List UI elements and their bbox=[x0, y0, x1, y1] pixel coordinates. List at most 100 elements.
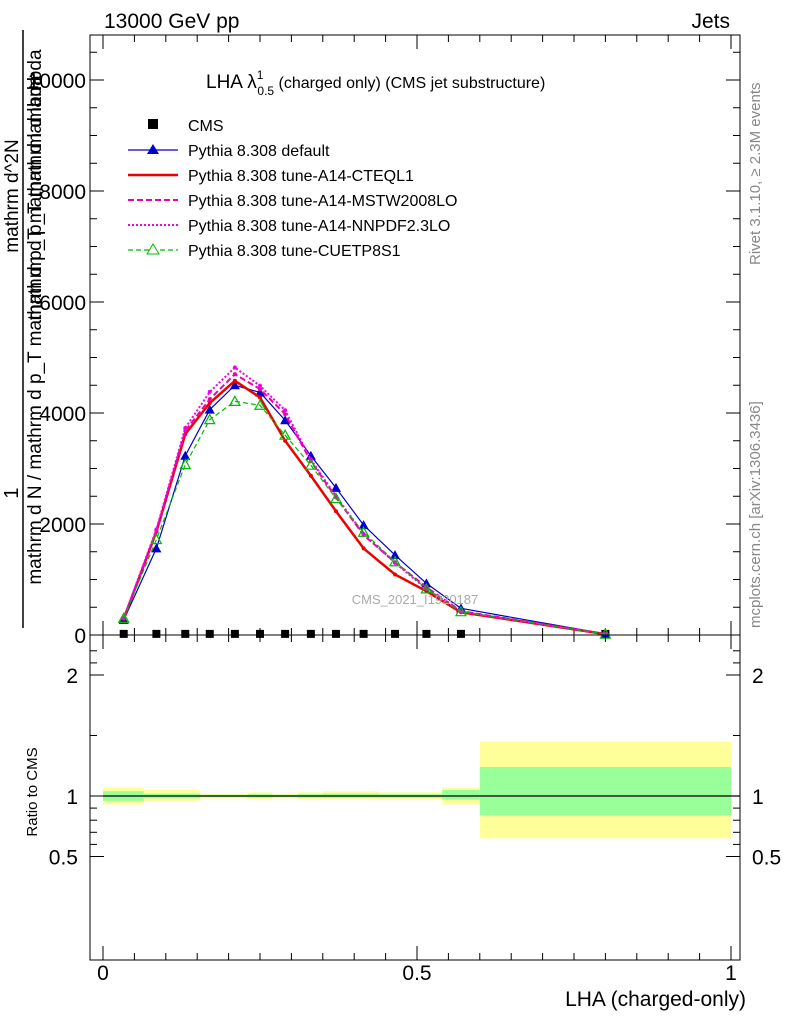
point-nnpdf bbox=[207, 389, 212, 394]
ratio-y-tick-label: 2 bbox=[66, 665, 78, 688]
point-cuetp8s1 bbox=[279, 428, 292, 440]
plot-title-sup: 1 bbox=[257, 68, 264, 82]
point-cuetp8s1 bbox=[304, 458, 317, 470]
y-axis-label: 1 mathrm d N / mathrm d p_T mathrm d p_T… bbox=[1, 30, 46, 628]
point-cuetp8s1 bbox=[357, 526, 370, 537]
point-nnpdf bbox=[154, 527, 159, 532]
ratio-y-tick-label: 1 bbox=[66, 786, 78, 809]
cms-data-point bbox=[181, 629, 190, 638]
point-mstw bbox=[232, 372, 237, 377]
point-mstw bbox=[258, 387, 262, 392]
point-nnpdf bbox=[183, 425, 188, 430]
cms-data-point bbox=[456, 629, 465, 638]
legend-marker-cuetp8s1 bbox=[146, 243, 160, 255]
main-axes: 0 2000 4000 6000 8000 10000 bbox=[28, 35, 740, 648]
legend-label-default: Pythia 8.308 default bbox=[188, 143, 330, 160]
point-cuetp8s1 bbox=[117, 612, 130, 623]
point-default bbox=[305, 450, 316, 460]
point-nnpdf bbox=[283, 408, 288, 413]
point-default bbox=[390, 550, 401, 560]
watermark: CMS_2021_I1920187 bbox=[352, 592, 479, 607]
point-default bbox=[280, 415, 291, 425]
mcplots-label: mcplots.cern.ch [arXiv:1306.3436] bbox=[747, 401, 764, 628]
point-cteql1 bbox=[308, 473, 313, 478]
point-default bbox=[204, 404, 215, 414]
point-default bbox=[229, 380, 240, 390]
y-tick-label: 10000 bbox=[28, 70, 86, 93]
x-tick-label: 1 bbox=[725, 962, 737, 985]
cms-data-point bbox=[422, 629, 431, 638]
point-mstw bbox=[207, 397, 212, 402]
point-default bbox=[180, 450, 191, 460]
category-label: Jets bbox=[691, 10, 730, 33]
y-tick-label: 8000 bbox=[39, 181, 86, 204]
point-cuetp8s1 bbox=[389, 555, 402, 567]
cms-data-point bbox=[205, 629, 214, 638]
y-axis-label-line-4: mathrm d p_T mathrm d lambda bbox=[25, 49, 46, 320]
point-nnpdf bbox=[361, 531, 366, 536]
point-default bbox=[151, 543, 162, 553]
y-tick-label: 0 bbox=[74, 625, 86, 648]
point-cteql1 bbox=[333, 509, 338, 514]
ratio-y-tick-label-right: 2 bbox=[752, 665, 764, 688]
point-cuetp8s1 bbox=[253, 398, 267, 410]
ratio-y-axis-label: Ratio to CMS bbox=[24, 747, 41, 836]
point-default bbox=[330, 482, 341, 492]
point-cuetp8s1 bbox=[329, 492, 343, 504]
legend: CMS Pythia 8.308 default Pythia 8.308 tune… bbox=[128, 118, 457, 260]
point-cuetp8s1 bbox=[203, 413, 216, 425]
y-tick-label: 2000 bbox=[39, 514, 86, 537]
point-cuetp8s1 bbox=[228, 395, 241, 406]
cms-data-point bbox=[152, 629, 161, 638]
cms-data-point bbox=[331, 629, 340, 638]
cms-data-point bbox=[119, 629, 128, 638]
ratio-band-inner bbox=[479, 766, 731, 816]
legend-label-mstw: Pythia 8.308 tune-A14-MSTW2008LO bbox=[188, 193, 457, 210]
point-cteql1 bbox=[361, 546, 366, 551]
plot-title: LHA λ1 0.5 (charged only) (CMS jet substr… bbox=[206, 68, 545, 98]
y-axis-label-line-1: 1 bbox=[1, 487, 23, 498]
rivet-label: Rivet 3.1.10, ≥ 2.3M events bbox=[747, 83, 764, 266]
legend-marker-cms bbox=[148, 119, 158, 129]
cms-data-point bbox=[306, 629, 315, 638]
ratio-y-tick-label-right: 1 bbox=[752, 786, 764, 809]
y-tick-label: 6000 bbox=[39, 292, 86, 315]
point-mstw bbox=[283, 412, 288, 417]
ratio-axes: 0.5 0.5 1 1 2 2 0 0.5 1 bbox=[49, 635, 781, 985]
point-cteql1 bbox=[393, 572, 398, 577]
legend-label-cuetp8s1: Pythia 8.308 tune-CUETP8S1 bbox=[188, 243, 401, 260]
main-series bbox=[117, 365, 612, 639]
point-cuetp8s1 bbox=[454, 605, 467, 617]
point-cuetp8s1 bbox=[420, 582, 433, 594]
x-tick-label: 0 bbox=[97, 962, 109, 985]
point-cuetp8s1 bbox=[150, 533, 163, 545]
plot-title-rest: (charged only) (CMS jet substructure) bbox=[274, 75, 545, 92]
ratio-panel bbox=[103, 741, 740, 839]
x-tick-label: 0.5 bbox=[402, 962, 431, 985]
plot-title-main: LHA λ bbox=[206, 72, 257, 93]
point-default bbox=[358, 520, 369, 530]
cms-data-point bbox=[230, 629, 239, 638]
series-line-cteql1 bbox=[122, 379, 606, 636]
legend-label-nnpdf: Pythia 8.308 tune-A14-NNPDF2.3LO bbox=[188, 218, 450, 235]
y-axis-label-line-2: mathrm d N / mathrm d p_T mathrm d p_T m… bbox=[25, 75, 46, 585]
x-axis-label: LHA (charged-only) bbox=[565, 988, 746, 1011]
y-tick-label: 4000 bbox=[39, 403, 86, 426]
y-axis-label-line-3: mathrm d^2N bbox=[2, 139, 23, 252]
cms-data-point bbox=[359, 629, 368, 638]
ratio-y-tick-label-right: 0.5 bbox=[752, 847, 781, 870]
point-nnpdf bbox=[232, 365, 237, 370]
point-cteql1 bbox=[232, 378, 237, 383]
point-cuetp8s1 bbox=[179, 458, 192, 470]
cms-data-point bbox=[256, 629, 264, 638]
point-cteql1 bbox=[258, 395, 262, 400]
ratio-y-tick-label: 0.5 bbox=[49, 847, 78, 870]
series-line-mstw bbox=[122, 372, 606, 636]
legend-label-cms: CMS bbox=[188, 118, 224, 135]
energy-label: 13000 GeV pp bbox=[104, 10, 239, 33]
legend-label-cteql1: Pythia 8.308 tune-A14-CTEQL1 bbox=[188, 168, 414, 185]
point-default bbox=[255, 387, 265, 397]
cms-data-point bbox=[281, 629, 290, 638]
ratio-plot-frame bbox=[89, 634, 741, 961]
